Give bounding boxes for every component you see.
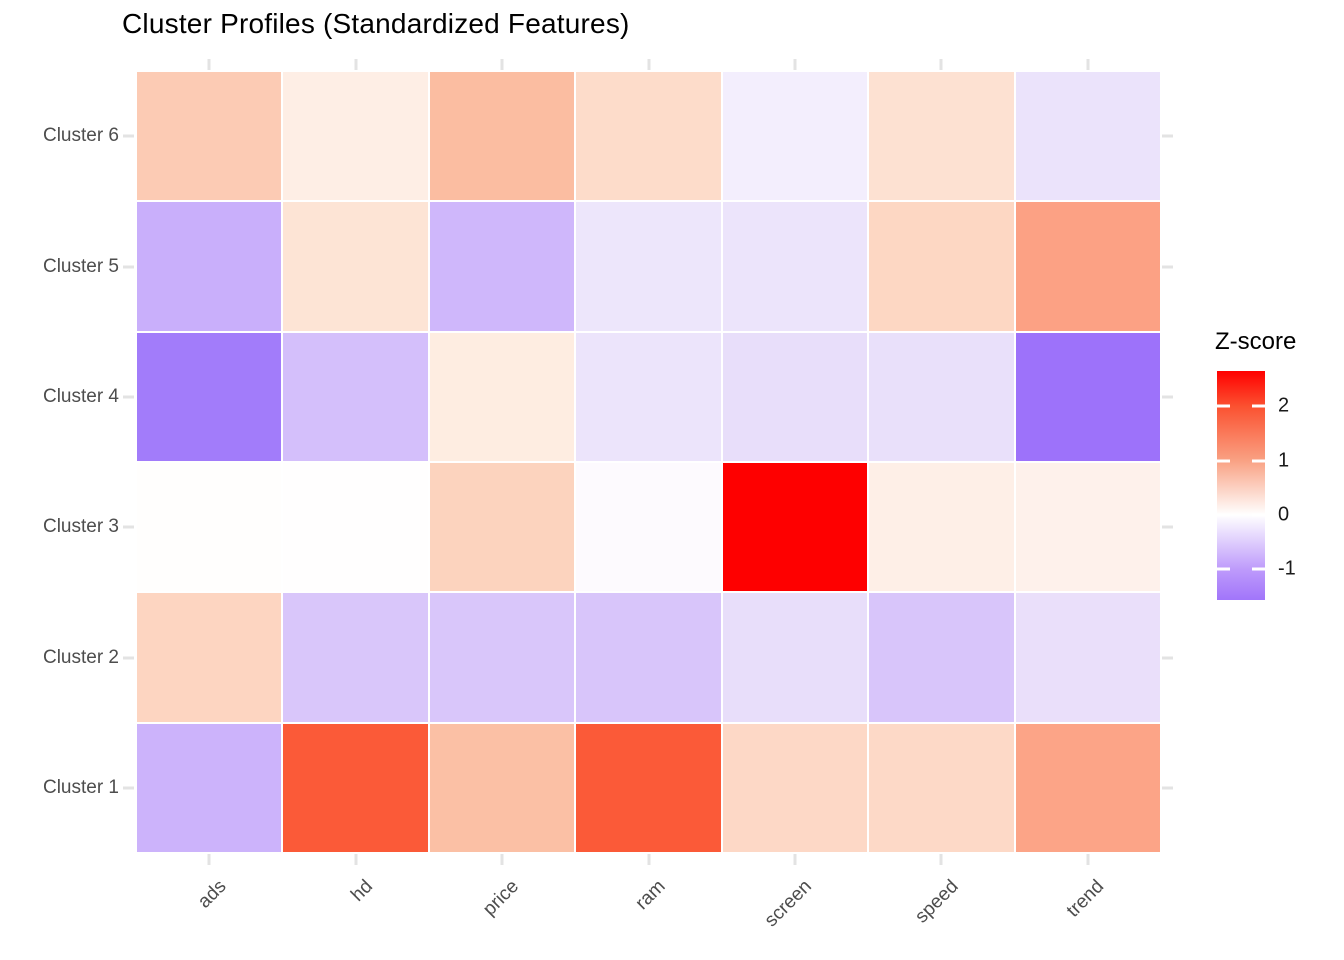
- legend-title: Z-score: [1215, 328, 1297, 355]
- heatmap-cell-cluster-2-hd: [283, 593, 428, 722]
- axis-tick: [207, 854, 211, 865]
- legend-tick-notch: [1217, 459, 1230, 463]
- heatmap-cell-cluster-4-trend: [1015, 332, 1160, 461]
- axis-tick: [207, 59, 211, 70]
- x-axis-label-price: price: [478, 876, 523, 920]
- axis-tick: [123, 134, 134, 138]
- legend-tick-notch: [1217, 513, 1230, 517]
- axis-tick: [1162, 265, 1173, 268]
- legend-tick-label: 0: [1278, 503, 1290, 526]
- heatmap-cell-cluster-1-hd: [283, 723, 428, 852]
- axis-tick: [123, 786, 134, 790]
- legend-tick-notch: [1252, 513, 1265, 517]
- legend-tick-notch: [1252, 567, 1265, 571]
- legend-tick-notch: [1252, 459, 1265, 463]
- legend-tick-label: -1: [1278, 557, 1296, 580]
- axis-tick: [939, 59, 943, 70]
- heatmap-cell-cluster-3-screen: [722, 462, 868, 592]
- axis-tick: [793, 59, 797, 70]
- y-axis-label-cluster-3: Cluster 3: [42, 516, 119, 538]
- axis-tick: [123, 265, 134, 268]
- heatmap-cell-cluster-4-price: [429, 332, 575, 461]
- heatmap-cell-cluster-3-trend: [1015, 462, 1160, 592]
- heatmap-cell-cluster-1-ram: [576, 723, 721, 852]
- axis-tick: [123, 656, 134, 659]
- x-axis-label-hd: hd: [346, 876, 377, 906]
- heatmap-cell-cluster-4-screen: [722, 332, 868, 461]
- heatmap-cell-cluster-4-ads: [137, 332, 282, 461]
- chart-title: Cluster Profiles (Standardized Features): [122, 8, 630, 39]
- legend-tick-label: 1: [1278, 449, 1290, 472]
- legend-tick-label: 2: [1278, 394, 1290, 417]
- axis-tick: [1162, 395, 1173, 399]
- heatmap-cell-cluster-6-hd: [283, 72, 428, 201]
- axis-tick: [1162, 525, 1173, 529]
- heatmap-cell-cluster-6-speed: [869, 72, 1014, 201]
- axis-tick: [793, 854, 797, 865]
- heatmap-cell-cluster-5-ram: [576, 202, 721, 331]
- heatmap-cell-cluster-3-price: [429, 462, 575, 592]
- heatmap-cell-cluster-2-price: [429, 593, 575, 722]
- heatmap-cell-cluster-6-ads: [137, 72, 282, 201]
- heatmap-cell-cluster-4-hd: [283, 332, 428, 461]
- heatmap-cell-cluster-5-speed: [869, 202, 1014, 331]
- heatmap-cell-cluster-1-screen: [722, 723, 868, 852]
- x-axis-label-ads: ads: [193, 876, 231, 913]
- x-axis-label-trend: trend: [1063, 876, 1109, 922]
- heatmap-cell-cluster-5-price: [429, 202, 575, 331]
- heatmap-cell-cluster-6-ram: [576, 72, 721, 201]
- axis-tick: [123, 395, 134, 399]
- legend-colorbar: [1217, 371, 1265, 600]
- heatmap-cell-cluster-5-ads: [137, 202, 282, 331]
- y-axis-label-cluster-2: Cluster 2: [42, 646, 119, 668]
- axis-tick: [354, 59, 358, 70]
- heatmap-cell-cluster-3-speed: [869, 462, 1014, 592]
- heatmap-cell-cluster-6-price: [429, 72, 575, 201]
- axis-tick: [500, 854, 504, 865]
- heatmap-cell-cluster-1-ads: [137, 723, 282, 852]
- y-axis-label-cluster-5: Cluster 5: [42, 255, 119, 277]
- heatmap-grid: [137, 72, 1160, 852]
- axis-tick: [123, 525, 134, 529]
- heatmap-cell-cluster-3-ads: [137, 462, 282, 592]
- axis-tick: [1162, 656, 1173, 659]
- heatmap-cell-cluster-6-screen: [722, 72, 868, 201]
- legend-tick-notch: [1252, 404, 1265, 408]
- heatmap-cell-cluster-6-trend: [1015, 72, 1160, 201]
- heatmap-cell-cluster-3-ram: [576, 462, 721, 592]
- axis-tick: [1162, 134, 1173, 138]
- x-axis-label-speed: speed: [910, 876, 963, 928]
- y-axis-label-cluster-4: Cluster 4: [42, 385, 119, 407]
- heatmap-cell-cluster-5-trend: [1015, 202, 1160, 331]
- axis-tick: [354, 854, 358, 865]
- x-axis-label-screen: screen: [760, 876, 816, 932]
- heatmap-cell-cluster-2-trend: [1015, 593, 1160, 722]
- axis-tick: [647, 59, 650, 70]
- y-axis-label-cluster-6: Cluster 6: [42, 125, 119, 147]
- heatmap-cell-cluster-2-screen: [722, 593, 868, 722]
- heatmap-cell-cluster-5-screen: [722, 202, 868, 331]
- axis-tick: [1086, 854, 1090, 865]
- heatmap-cell-cluster-1-trend: [1015, 723, 1160, 852]
- heatmap-cell-cluster-2-speed: [869, 593, 1014, 722]
- heatmap-cell-cluster-1-price: [429, 723, 575, 852]
- axis-tick: [647, 854, 650, 865]
- heatmap-cell-cluster-5-hd: [283, 202, 428, 331]
- y-axis-label-cluster-1: Cluster 1: [42, 776, 119, 798]
- heatmap-cell-cluster-4-ram: [576, 332, 721, 461]
- axis-tick: [500, 59, 504, 70]
- heatmap-cell-cluster-4-speed: [869, 332, 1014, 461]
- legend-tick-notch: [1217, 567, 1230, 571]
- heatmap-cell-cluster-3-hd: [283, 462, 428, 592]
- heatmap-cell-cluster-1-speed: [869, 723, 1014, 852]
- axis-tick: [939, 854, 943, 865]
- x-axis-label-ram: ram: [631, 876, 670, 914]
- axis-tick: [1162, 786, 1173, 790]
- axis-tick: [1086, 59, 1090, 70]
- legend-tick-notch: [1217, 404, 1230, 408]
- heatmap-cell-cluster-2-ads: [137, 593, 282, 722]
- heatmap-cell-cluster-2-ram: [576, 593, 721, 722]
